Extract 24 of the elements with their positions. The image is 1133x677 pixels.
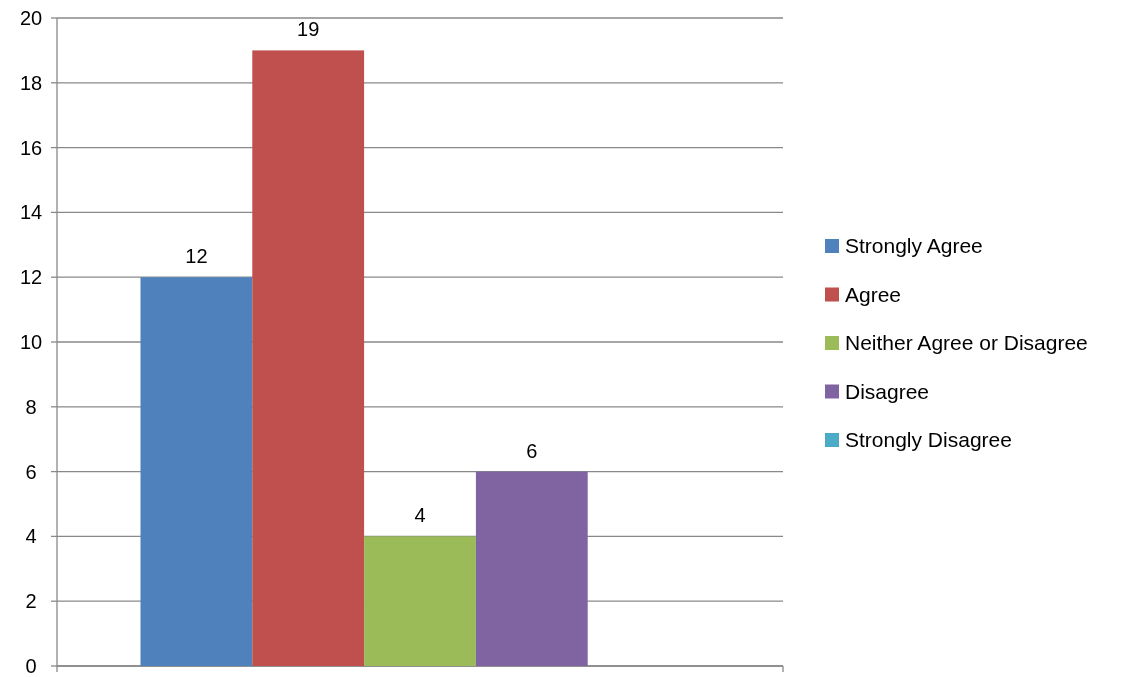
bar	[252, 50, 365, 666]
y-tick-label: 6	[25, 460, 37, 483]
bar	[475, 471, 588, 666]
data-label: 6	[526, 439, 538, 462]
y-tick-label: 10	[19, 331, 43, 353]
data-label: 12	[185, 245, 208, 268]
legend-label: Agree	[845, 282, 902, 306]
y-tick-label: 20	[19, 7, 43, 29]
bar	[364, 536, 476, 666]
y-tick-label: 16	[19, 136, 43, 159]
y-tick-label: 2	[25, 590, 37, 613]
legend-label: Strongly Agree	[845, 234, 983, 258]
y-tick-label: 0	[25, 655, 37, 677]
bar	[140, 277, 253, 666]
data-label: 4	[414, 504, 426, 527]
y-tick-label: 8	[25, 395, 37, 418]
y-tick-label: 14	[19, 201, 43, 224]
legend-label: Disagree	[845, 379, 930, 403]
y-tick-label: 18	[19, 71, 43, 94]
y-tick-label: 12	[19, 266, 43, 289]
legend-label: Neither Agree or Disagree	[845, 331, 1088, 355]
data-label: 19	[297, 18, 320, 41]
y-tick-label: 4	[25, 525, 37, 548]
legend-label: Strongly Disagree	[845, 428, 1012, 452]
